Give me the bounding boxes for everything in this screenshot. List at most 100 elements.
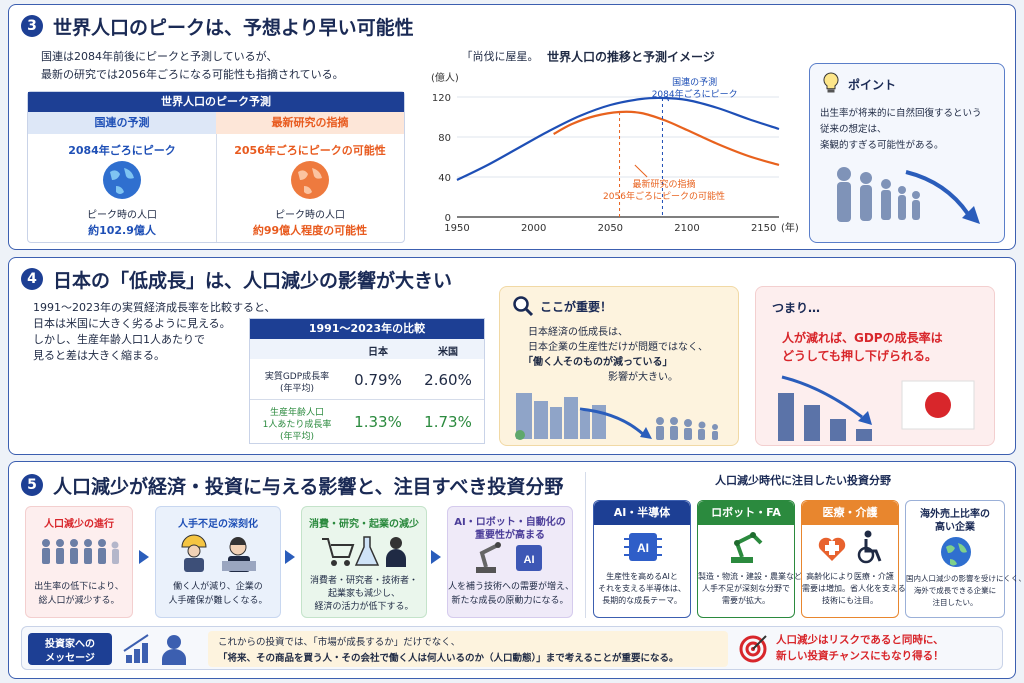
growth-person-icon (123, 634, 186, 665)
sector-line-1: 国内人口減少の影響を受けにくく、 (906, 574, 1024, 583)
message-label-2: メッセージ (45, 653, 95, 664)
un-peak-year: 2084年ごろにピーク (68, 144, 176, 157)
flow-title: 人口減少の進行 (44, 519, 114, 530)
arrow-right-icon (431, 550, 441, 564)
people-icon (42, 539, 119, 564)
x-axis-label: (年) (781, 221, 799, 234)
y-tick-label: 40 (438, 173, 451, 184)
flow-line-2: 人手確保が難しくなる。 (168, 596, 268, 606)
un-peak-value: 約102.9億人 (88, 224, 156, 237)
annotation-un-pointer (666, 95, 670, 102)
flow-line-2: 総人口が減少する。 (38, 596, 120, 606)
table-title: 世界人口のピーク予測 (28, 92, 404, 112)
y-tick-label: 0 (445, 213, 451, 224)
new-peak-label: ピーク時の人口 (275, 210, 345, 221)
divider (216, 134, 217, 242)
comparison-table: 1991～2023年の比較 日本 米国 実質GDP成長率 (年平均) 0.79%… (249, 318, 485, 444)
y-tick-label: 120 (432, 93, 451, 104)
s4-line-3: しかし、生産年齢人口1人あたりで (33, 333, 205, 346)
sector-line-3: 長期的な成長テーマ。 (602, 596, 682, 605)
flow-card-labor: 人手不足の深刻化 働く人が減り、企業の 人手確保が難しくなる。 (155, 506, 281, 618)
sector-line-2: それを支える半導体は、 (598, 584, 686, 593)
un-header: 国連の予測 (28, 112, 216, 134)
point-box: ポイント 出生率が将来的に自然回復するという 従来の想定は、 楽観的すぎる可能性… (809, 63, 1005, 243)
lightbulb-icon (823, 72, 839, 93)
flow-line-1: 消費者・研究者・技術者・ (309, 576, 418, 586)
section-3-panel: 3 世界人口のピークは、予想より早い可能性 国連は2084年前後にピークと予測し… (8, 4, 1016, 250)
chart-caption: 世界人口の推移と予測イメージ (547, 50, 715, 64)
row1-usa: 2.60% (424, 371, 472, 389)
flow-card-consumption: 消費・研究・起業の減少 消費者・研究者・技術者・ 起業家も減少し、 経済の活力が… (301, 506, 427, 618)
globe-icon (941, 537, 971, 567)
flow-line-2: 起業家も減少し、 (327, 589, 400, 599)
summary-line-2: どうしても押し下げられる。 (782, 349, 938, 363)
section-title: 人口減少が経済・投資に与える影響と、注目すべき投資分野 (53, 476, 564, 498)
message-line-2: 「将来、その商品を買う人・その会社で働く人は何人いるのか（人口動態）」まで考える… (218, 653, 679, 664)
medical-wheelchair-icon (818, 530, 882, 564)
flow-title: 消費・研究・起業の減少 (309, 519, 419, 530)
col-japan: 日本 (368, 347, 388, 358)
new-research-header: 最新研究の指摘 (216, 112, 404, 134)
peak-forecast-table: 世界人口のピーク予測 国連の予測 最新研究の指摘 2084年ごろにピーク 205… (27, 91, 405, 243)
table-header-row (250, 339, 484, 359)
message-line-1: これからの投資では、「市場が成長するか」だけでなく、 (218, 637, 461, 648)
flow-line-2: 新たな成長の原動力になる。 (451, 596, 569, 606)
sector-card-overseas: 海外売上比率の 高い企業 国内人口減少の影響を受けにくく、 海外で成長できる企業… (905, 500, 1024, 618)
summary-box: つまり… 人が減れば、GDPの成長率は どうしても押し下げられる。 (755, 286, 995, 446)
sector-line-1: 製造・物流・建設・農業など (698, 572, 802, 581)
key-line-3: ｢働く人そのものが減っている｣ (528, 357, 668, 368)
row2-label-2: 1人あたり成長率 (262, 420, 332, 430)
sector-title: 海外売上比率の (920, 509, 990, 520)
s4-line-1: 1991～2023年の実質経済成長率を比較すると、 (33, 301, 276, 314)
chart-caption-prefix: ｢尚伐に屋星。 (467, 50, 539, 63)
intro-line-2: 最新の研究では2056年ごろになる可能性も指摘されている。 (41, 68, 344, 81)
y-axis-label: (億人) (431, 71, 459, 84)
section-number: 5 (21, 474, 43, 496)
section-number: 3 (21, 15, 43, 37)
new-peak-year: 2056年ごろにピークの可能性 (234, 144, 386, 157)
col-usa: 米国 (438, 347, 458, 358)
shrinking-family-icon (837, 167, 980, 224)
point-line-3: 楽観的すぎる可能性がある。 (820, 140, 944, 151)
message-label-1: 投資家への (45, 639, 95, 650)
x-tick-label: 2100 (674, 223, 699, 234)
flow-line-1: 人を補う技術への需要が増え、 (448, 582, 575, 592)
key-line-1: 日本経済の低成長は、 (528, 327, 628, 338)
annotation-un-detail: 2084年ごろにピーク (652, 88, 738, 100)
point-title: ポイント (848, 78, 897, 92)
s4-line-4: 見ると差は大きく縮まる。 (33, 349, 165, 362)
row2-sub: (年平均) (279, 432, 315, 442)
sector-card-robot: ロボット・FA 製造・物流・建設・農業など 人手不足が深刻な分野で 需要が拡大。 (697, 500, 802, 618)
row2-japan: 1.33% (354, 413, 402, 431)
x-tick-label: 2050 (598, 223, 623, 234)
population-chart: 0 40 80 120 1950 2000 2050 2100 2150 (億人) (年) 国連の予測… (431, 71, 799, 234)
new-peak-value: 約99億人程度の可能性 (252, 224, 368, 237)
x-tick-label: 1950 (444, 223, 469, 234)
x-tick-label: 2150 (751, 223, 776, 234)
flow-line-1: 出生率の低下により、 (34, 582, 124, 592)
intro-line-1: 国連は2084年前後にピークと予測しているが、 (41, 50, 278, 63)
cart-flask-person-icon (322, 536, 406, 567)
investor-message-bar: 投資家への メッセージ これからの投資では、「市場が成長するか」だけでなく、 「… (21, 626, 1003, 670)
summary-title: つまり… (772, 301, 821, 315)
sector-line-1: 生産性を高めるAIと (606, 572, 678, 581)
y-tick-label: 80 (438, 133, 451, 144)
sector-line-2: 人手不足が深刻な分野で (702, 584, 790, 593)
flow-line-3: 経済の活力が低下する。 (314, 602, 414, 612)
city-workers-icon (515, 393, 718, 440)
sector-title: 医療・介護 (802, 501, 898, 525)
section-title: 世界人口のピークは、予想より早い可能性 (53, 17, 414, 39)
flow-title: AI・ロボット・自動化の (454, 517, 566, 528)
sector-line-3: 注目したい。 (932, 598, 978, 607)
flow-card-population: 人口減少の進行 出生率の低下により、 総人口が減少する。 (25, 506, 133, 618)
arrow-right-icon (285, 550, 295, 564)
arrow-right-icon (139, 550, 149, 564)
robot-arm-ai-icon: AI (476, 542, 542, 573)
message-right-2: 新しい投資チャンスにもなり得る！ (776, 650, 944, 662)
chip-icon: AI (624, 533, 662, 561)
divider (585, 472, 586, 618)
key-point-box: ここが重要！ 日本経済の低成長は、 日本企業の生産性だけが問題ではなく、 ｢働く… (499, 286, 739, 446)
row2-usa: 1.73% (424, 413, 472, 431)
sector-title-2: 高い企業 (935, 522, 975, 533)
sector-line-2: 海外で成長できる企業に (913, 586, 997, 595)
